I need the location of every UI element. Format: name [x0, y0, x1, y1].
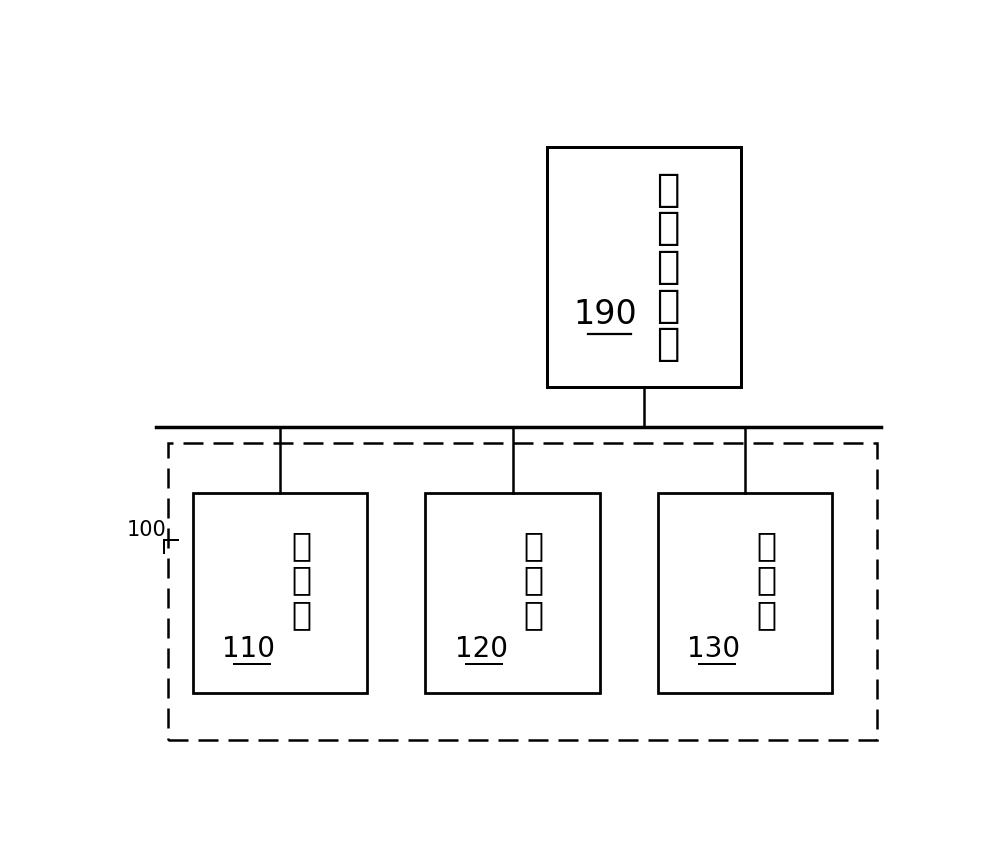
Text: 核: 核 [656, 170, 679, 208]
Text: 显: 显 [756, 529, 776, 562]
Text: 忆: 忆 [291, 563, 311, 597]
Text: 100: 100 [127, 520, 167, 540]
Text: 造: 造 [656, 248, 679, 286]
Text: 示: 示 [756, 563, 776, 597]
Text: 190: 190 [574, 298, 637, 331]
Text: 130: 130 [687, 635, 740, 663]
Bar [425, 493, 600, 693]
Text: 120: 120 [455, 635, 508, 663]
Text: 磁: 磁 [656, 209, 679, 247]
Bar [168, 444, 877, 740]
Text: 体: 体 [291, 599, 311, 631]
Text: 影: 影 [656, 286, 679, 324]
Text: 器: 器 [756, 599, 776, 631]
Text: 记: 记 [291, 529, 311, 562]
Text: 处: 处 [523, 529, 543, 562]
Text: 理: 理 [523, 563, 543, 597]
Text: 器: 器 [523, 599, 543, 631]
Text: 110: 110 [222, 635, 275, 663]
Bar [193, 493, 367, 693]
Bar [547, 147, 741, 387]
Text: 机: 机 [656, 325, 679, 363]
Bar [658, 493, 832, 693]
